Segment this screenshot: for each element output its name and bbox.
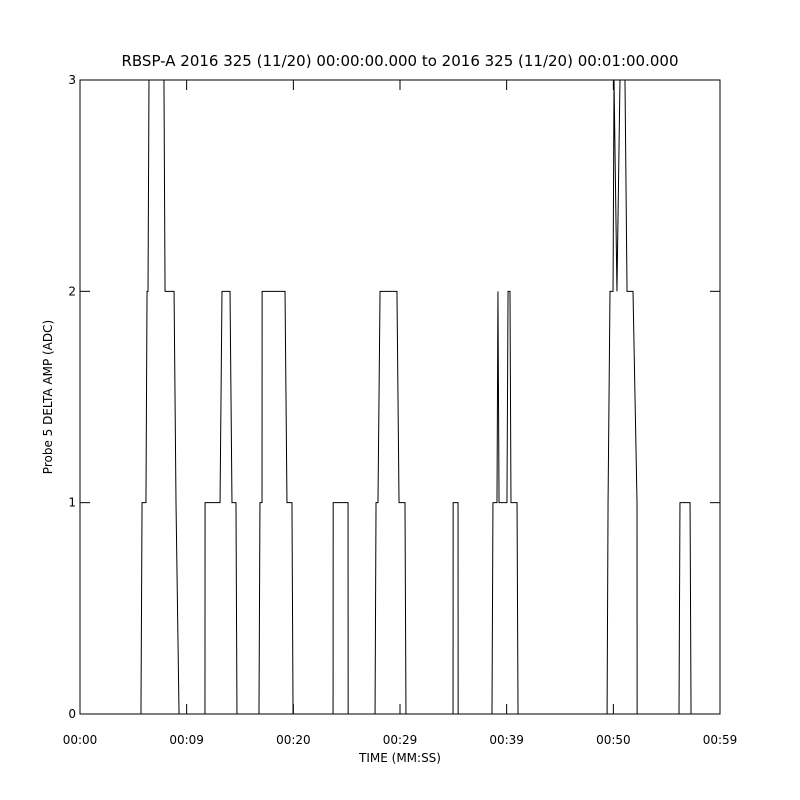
- y-tick-label: 1: [68, 496, 76, 510]
- x-tick-label: 00:50: [596, 733, 631, 747]
- chart-title: RBSP-A 2016 325 (11/20) 00:00:00.000 to …: [121, 52, 678, 70]
- data-line: [80, 79, 720, 715]
- y-tick-label: 0: [68, 707, 76, 721]
- x-axis-label: TIME (MM:SS): [358, 751, 441, 765]
- y-tick-label: 3: [68, 73, 76, 87]
- y-axis-label: Probe 5 DELTA AMP (ADC): [41, 320, 55, 474]
- plot-frame: [79, 79, 721, 715]
- x-tick-label: 00:59: [703, 733, 738, 747]
- x-tick-label: 00:00: [63, 733, 98, 747]
- x-tick-label: 00:20: [276, 733, 311, 747]
- y-tick-label: 2: [68, 284, 76, 298]
- x-tick-label: 00:29: [383, 733, 418, 747]
- x-tick-label: 00:09: [169, 733, 204, 747]
- x-tick-label: 00:39: [489, 733, 524, 747]
